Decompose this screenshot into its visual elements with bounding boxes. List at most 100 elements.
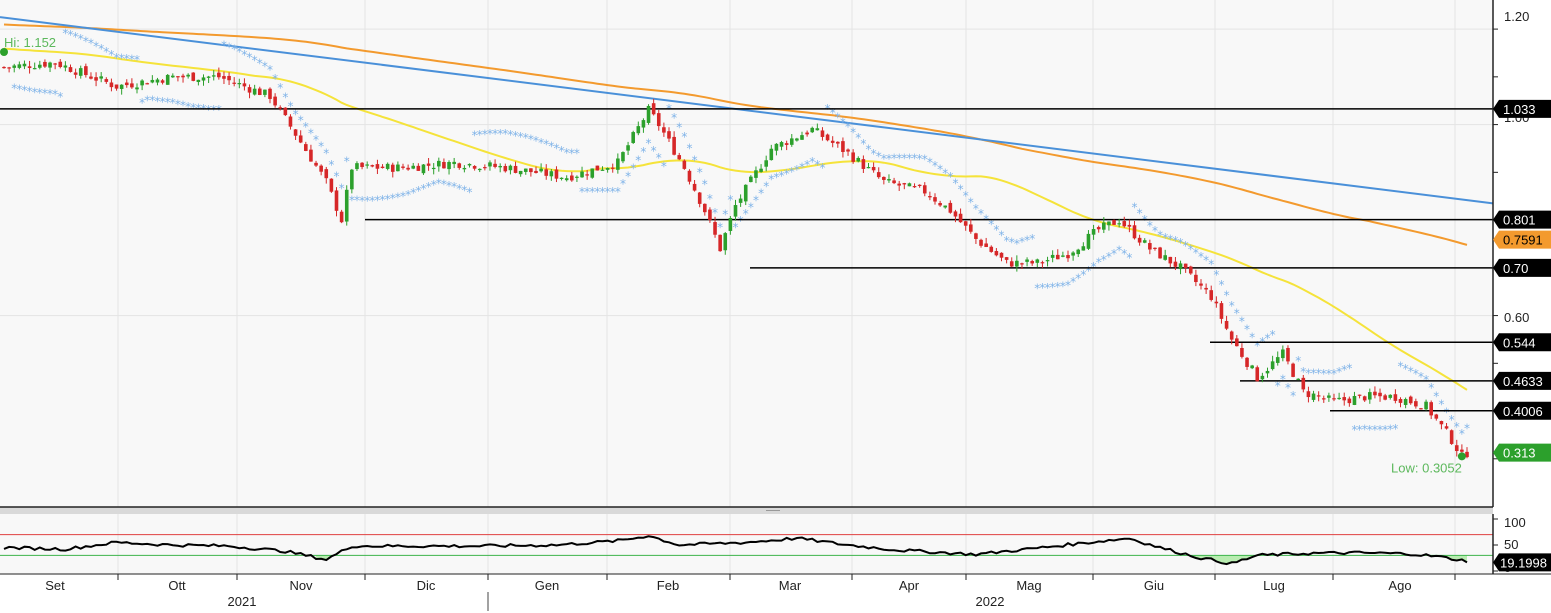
candle-body [764, 160, 768, 167]
sar-marker: * [134, 53, 140, 67]
candle-body [917, 184, 922, 186]
sar-marker: * [436, 177, 442, 191]
candle-body [1066, 255, 1070, 259]
x-month-label-lug: Lug [1263, 578, 1285, 593]
sar-marker: * [559, 144, 565, 158]
sar-marker: * [589, 185, 595, 199]
sar-marker: * [180, 99, 186, 113]
candle-body [104, 79, 109, 82]
sar-marker: * [733, 220, 739, 234]
candle-body [99, 76, 103, 79]
candle-body [836, 141, 840, 144]
sar-marker: * [1167, 233, 1173, 247]
sar-marker: * [1229, 299, 1235, 313]
candle-body [616, 158, 620, 170]
axis-tag-0.7591: 0.7591 [1493, 230, 1551, 249]
candle-body [1332, 398, 1336, 400]
candle-body [426, 163, 431, 166]
sar-marker: * [635, 153, 641, 167]
candle-body [1025, 259, 1029, 262]
sar-marker: * [1428, 381, 1434, 395]
sar-marker: * [1198, 250, 1204, 264]
candle-body [580, 171, 584, 178]
sar-marker: * [313, 133, 319, 147]
candle-body [1362, 396, 1367, 401]
candle-body [32, 68, 37, 70]
sar-marker: * [1311, 367, 1317, 381]
candle-body [1378, 392, 1382, 397]
x-month-label-apr: Apr [899, 578, 920, 593]
candle-body [334, 190, 339, 211]
candle-body [1460, 449, 1464, 452]
candle-body [1030, 261, 1034, 264]
candle-body [600, 169, 605, 171]
candle-body [1122, 221, 1127, 227]
sar-marker: * [1224, 288, 1230, 302]
candle-body [1301, 377, 1306, 390]
candle-body [375, 164, 380, 169]
candle-body [1291, 363, 1295, 377]
sar-marker: * [293, 107, 299, 121]
candle-body [344, 189, 349, 222]
candle-body [1112, 220, 1116, 225]
sar-marker: * [114, 51, 120, 65]
candle-body [242, 83, 247, 87]
candle-body [1158, 247, 1162, 259]
sar-marker: * [702, 178, 708, 192]
candle-body [396, 164, 400, 172]
rsi-tick-label-100: 100 [1504, 515, 1526, 530]
sar-marker: * [364, 194, 370, 208]
sar-marker: * [789, 165, 795, 179]
candle-body [795, 138, 799, 141]
candle-body [1137, 237, 1142, 243]
vertical-gridlines [117, 0, 1456, 574]
candle-body [948, 202, 953, 213]
candle-body [876, 172, 881, 178]
candle-body [575, 176, 579, 178]
axis-tag-0.4633: 0.4633 [1493, 371, 1551, 390]
candle-body [160, 80, 165, 83]
candle-body [1347, 398, 1352, 404]
sar-marker: * [211, 103, 217, 117]
sar-marker: * [1423, 373, 1429, 387]
candle-body [1321, 398, 1326, 400]
sar-marker: * [241, 48, 247, 62]
candle-body [682, 160, 687, 169]
candle-body [1465, 451, 1469, 458]
sar-marker: * [190, 101, 196, 115]
candle-body [692, 183, 697, 191]
candle-body [1352, 395, 1357, 405]
axis-tag-label: 0.7591 [1503, 233, 1543, 248]
candle-body [784, 143, 789, 145]
sar-marker: * [814, 158, 820, 172]
panel-divider[interactable] [0, 507, 1493, 514]
candle-body [963, 221, 968, 226]
axis-tag-0.70: 0.70 [1493, 258, 1551, 277]
candle-body [1127, 224, 1132, 227]
candle-body [805, 132, 809, 135]
candle-body [1035, 259, 1040, 263]
candle-body [370, 165, 375, 167]
sar-marker: * [16, 83, 22, 97]
sar-marker: * [866, 142, 872, 156]
candle-body [1004, 257, 1009, 260]
main-panel-background [0, 0, 1493, 507]
sar-marker: * [656, 151, 662, 165]
sar-marker: * [993, 223, 999, 237]
candle-body [708, 209, 712, 221]
sar-marker: * [1157, 229, 1163, 243]
sar-marker: * [1019, 235, 1025, 249]
candle-body [1020, 263, 1024, 265]
sar-marker: * [108, 48, 114, 62]
y-tick-label-1-20: 1.20 [1504, 9, 1529, 24]
candle-body [662, 127, 666, 133]
sar-marker: * [538, 136, 544, 150]
candle-body [641, 120, 646, 128]
candle-body [1388, 394, 1393, 398]
candle-body [958, 213, 963, 223]
candle-body [830, 140, 835, 143]
sar-marker: * [1188, 243, 1194, 257]
candle-body [989, 246, 994, 252]
x-month-label-gen: Gen [535, 578, 560, 593]
sar-marker: * [973, 202, 979, 216]
